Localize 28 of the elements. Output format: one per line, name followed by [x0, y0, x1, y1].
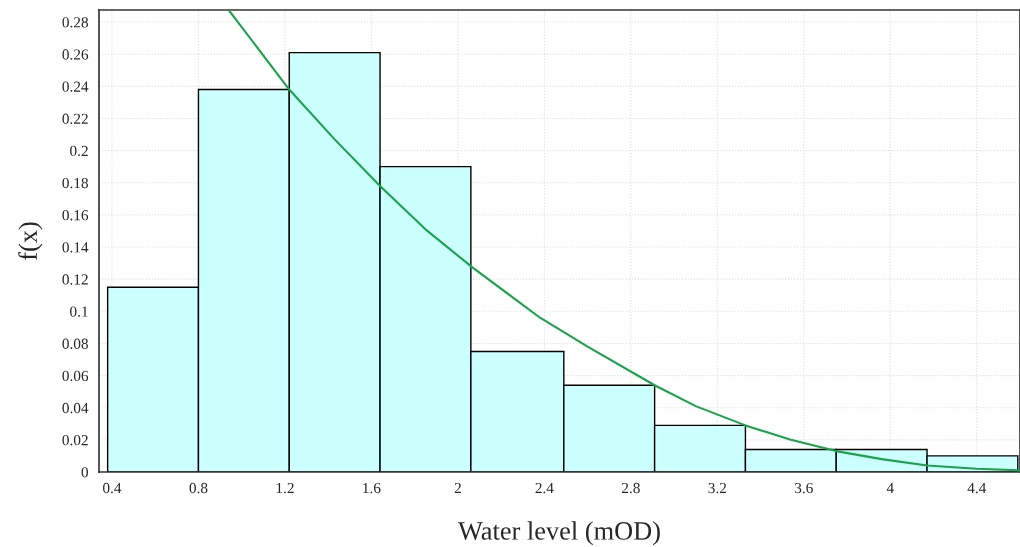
y-axis-title: f(x): [18, 222, 43, 260]
y-tick-label: 0.02: [62, 435, 88, 446]
x-tick-label: 4: [886, 482, 894, 494]
y-tick-label: 0.2: [70, 145, 88, 157]
y-tick-label: 0.24: [62, 81, 89, 92]
y-tick-label: 0.08: [62, 338, 88, 349]
x-tick-label: 2.8: [621, 482, 640, 494]
x-tick-label: 3.6: [794, 482, 813, 494]
y-tick-label: 0.12: [62, 274, 88, 285]
y-tick-label: 0.22: [62, 113, 88, 124]
x-tick-label: 0.4: [103, 482, 122, 494]
y-tick-label: 0.06: [62, 370, 89, 382]
x-tick-label: 2.4: [535, 482, 554, 494]
x-tick-label: 1.2: [276, 482, 294, 494]
y-tick-label: 0.28: [62, 17, 88, 28]
y-tick-label: 0.1: [70, 306, 88, 317]
y-tick-label: 0.04: [62, 402, 89, 414]
y-tick-label: 0.26: [62, 49, 89, 60]
x-tick-label: 4.4: [967, 482, 987, 494]
x-tick-label: 0.8: [189, 482, 208, 494]
y-tick-label: 0: [81, 467, 88, 478]
y-tick-label: 0.16: [62, 210, 89, 221]
x-tick-label: 3.2: [708, 482, 727, 494]
x-axis-title: Water level (mOD): [458, 521, 660, 546]
y-tick-label: 0.18: [62, 177, 88, 189]
y-tick-label: 0.14: [62, 242, 89, 253]
x-tick-label: 2: [454, 482, 461, 494]
x-tick-label: 1.6: [363, 482, 381, 494]
